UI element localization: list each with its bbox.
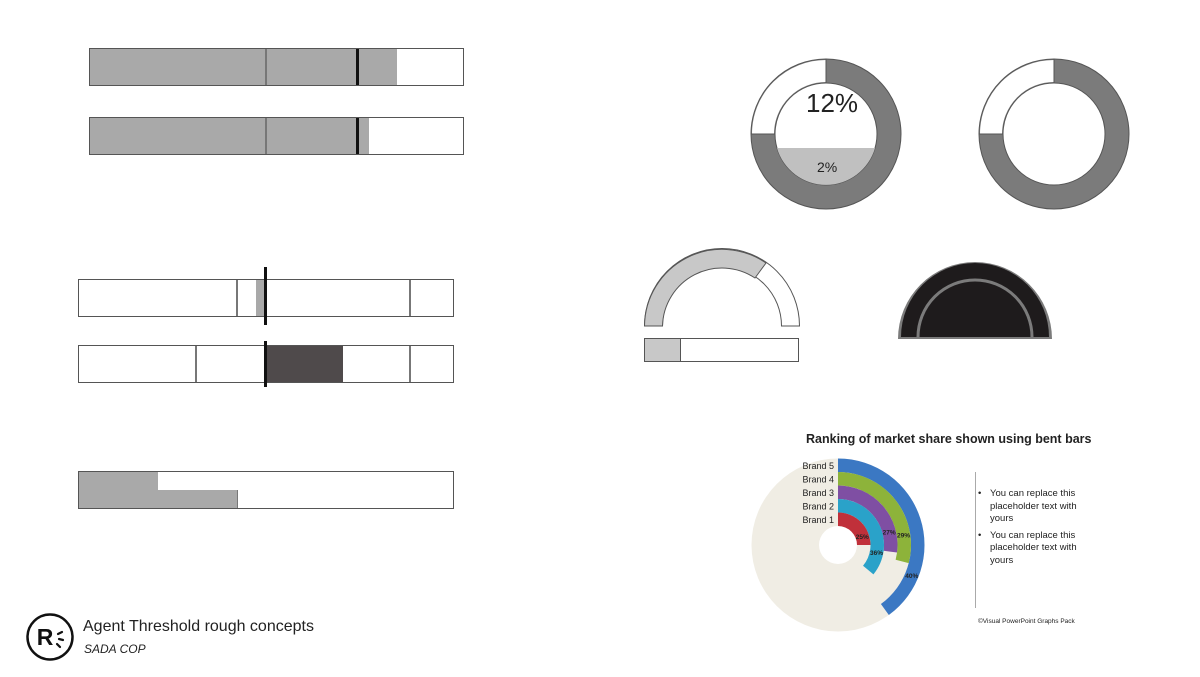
threshold-tick [195,346,197,382]
threshold-bar-2 [89,117,464,155]
threshold-tick [265,49,267,85]
bent-bar-card-bullets: You can replace this placeholder text wi… [978,488,1088,571]
threshold-bar-1-fill [90,49,397,85]
bent-bar-value-label: 25% [856,534,869,541]
threshold-tick [236,280,238,316]
donut-inner-label: 2% [817,159,838,175]
donut-gauge-with-labels [750,58,902,210]
threshold-tick [265,118,267,154]
bent-bar-category-label: Brand 3 [802,488,834,498]
threshold-bar-2-fill [90,118,369,154]
threshold-tick [409,346,411,382]
bent-bar-category-label: Brand 4 [802,474,834,484]
semicircle-gauge-gray [643,248,801,327]
bent-bar-brand-2 [838,499,884,575]
r-logo-icon: R [26,613,74,661]
bent-bar-card-credit: ©Visual PowerPoint Graphs Pack [978,618,1075,625]
bullet-item: You can replace this placeholder text wi… [978,530,1088,568]
bent-bar-value-label: 29% [897,533,910,540]
double-bar [78,471,454,509]
semicircle-gauge-bar-fill [645,339,681,361]
footer-title: Agent Threshold rough concepts [83,618,314,635]
double-bar-bottom-fill [79,490,238,508]
variance-bar-2-fill [267,346,343,382]
double-bar-top-fill [79,472,158,491]
bent-bar-brand-3 [838,485,898,553]
bent-bar-brand-1 [838,512,871,545]
bent-bar-value-label: 40% [905,573,918,580]
bullet-item: You can replace this placeholder text wi… [978,488,1088,526]
bent-bar-category-label: Brand 2 [802,501,834,511]
bent-bar-center-hole [819,526,857,564]
threshold-tick [409,280,411,316]
bent-bar-card-title: Ranking of market share shown using bent… [806,432,1092,446]
semicircle-gauge-bar [644,338,799,362]
donut-main-label: 12% [806,88,859,118]
footer-subtitle: SADA COP [84,642,146,656]
threshold-marker [356,49,359,85]
donut-gauge-plain [978,58,1130,210]
bent-bar-value-label: 27% [883,530,896,537]
bent-bar-brand-4 [838,472,911,564]
bent-bar-category-label: Brand 5 [802,461,834,471]
semicircle-gauge-black [898,262,1052,339]
bent-bar-card-divider [975,472,976,608]
threshold-bar-1 [89,48,464,86]
r-logo-letter: R [37,624,54,650]
variance-bar-1-fill [256,280,267,316]
bent-bar-category-label: Brand 1 [802,515,834,525]
center-line-marker [264,267,267,325]
center-line-marker [264,341,267,387]
bent-bar-chart: Brand 5 40% Brand 4 29% Brand 3 27% Brand 2 36%… [751,458,925,632]
threshold-marker [356,118,359,154]
bent-bar-brand-5 [838,458,925,615]
bent-bar-value-label: 36% [870,550,883,557]
